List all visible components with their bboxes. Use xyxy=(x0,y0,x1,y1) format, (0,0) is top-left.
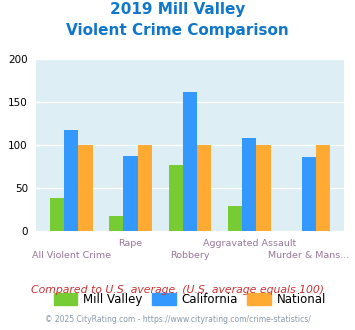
Text: © 2025 CityRating.com - https://www.cityrating.com/crime-statistics/: © 2025 CityRating.com - https://www.city… xyxy=(45,315,310,324)
Text: Robbery: Robbery xyxy=(170,251,210,260)
Bar xyxy=(50,198,64,231)
Bar xyxy=(316,145,330,231)
Text: Rape: Rape xyxy=(119,239,143,248)
Legend: Mill Valley, California, National: Mill Valley, California, National xyxy=(49,288,331,311)
Bar xyxy=(138,145,152,231)
Text: All Violent Crime: All Violent Crime xyxy=(32,251,111,260)
Bar xyxy=(169,165,183,231)
Text: Aggravated Assault: Aggravated Assault xyxy=(203,239,296,248)
Text: Violent Crime Comparison: Violent Crime Comparison xyxy=(66,23,289,38)
Bar xyxy=(228,206,242,231)
Bar xyxy=(109,216,124,231)
Bar xyxy=(302,157,316,231)
Text: 2019 Mill Valley: 2019 Mill Valley xyxy=(110,2,245,16)
Bar xyxy=(64,130,78,231)
Bar xyxy=(256,145,271,231)
Text: Murder & Mans...: Murder & Mans... xyxy=(268,251,349,260)
Bar xyxy=(197,145,211,231)
Text: Compared to U.S. average. (U.S. average equals 100): Compared to U.S. average. (U.S. average … xyxy=(31,285,324,295)
Bar xyxy=(78,145,93,231)
Bar xyxy=(183,92,197,231)
Bar xyxy=(242,138,256,231)
Bar xyxy=(124,156,138,231)
